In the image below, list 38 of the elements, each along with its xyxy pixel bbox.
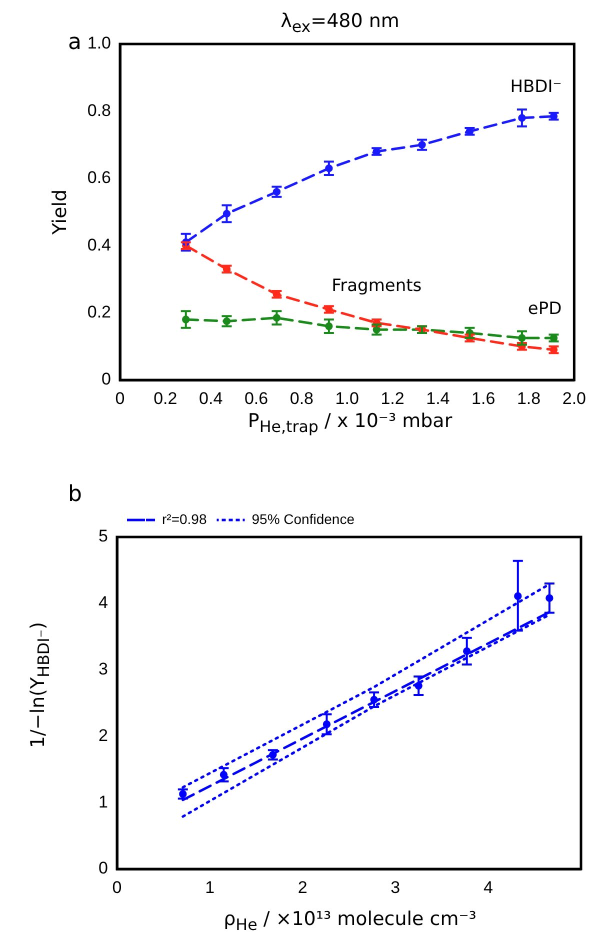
x-tick-label: 0 — [115, 388, 125, 408]
x-tick-label: 1.4 — [426, 388, 450, 408]
x-axis-title: ρ$_{He}$ / ×10¹³ molecule cm⁻³ — [224, 908, 476, 932]
y-tick-label: 0 — [102, 370, 111, 389]
x-tick-label: 0.8 — [290, 388, 314, 408]
x-tick-label: 2 — [298, 878, 308, 897]
x-tick-label: 4 — [483, 878, 493, 897]
y-tick-label: 1.0 — [87, 34, 111, 53]
x-tick-label: 1.6 — [472, 388, 496, 408]
text: b — [68, 482, 82, 507]
y-tick-label: 0.6 — [87, 168, 111, 188]
y-tick-label: 4 — [98, 593, 108, 612]
x-tick-label: 0.6 — [244, 388, 268, 408]
y-axis-title: Yield — [49, 189, 71, 235]
y-tick-label: 2 — [98, 726, 108, 745]
y-tick-label: 0 — [98, 858, 108, 878]
legend-label: 95% Confidence — [252, 510, 355, 527]
series-label: ePD — [528, 298, 562, 319]
series-label: HBDI⁻ — [510, 77, 562, 98]
x-tick-label: 1.8 — [516, 388, 541, 408]
x-tick-label: 1.0 — [335, 388, 359, 408]
y-tick-label: 0.2 — [87, 302, 111, 322]
x-tick-label: 3 — [390, 878, 400, 897]
y-tick-label: 0.8 — [87, 100, 111, 120]
y-tick-label: 1 — [98, 792, 108, 812]
series-label: Fragments — [332, 276, 422, 296]
x-tick-label: 0.2 — [154, 388, 178, 408]
y-tick-label: 0.4 — [87, 235, 111, 254]
y-tick-label: 5 — [98, 526, 108, 546]
x-tick-label: 1 — [205, 878, 215, 897]
x-tick-label: 1.2 — [380, 388, 404, 408]
text: a — [68, 30, 82, 55]
x-axis-title: P$_{He,trap}$ / x 10⁻³ mbar — [248, 410, 452, 436]
x-tick-label: 0.4 — [199, 388, 223, 408]
x-tick-label: 2.0 — [562, 388, 586, 408]
y-tick-label: 3 — [98, 659, 108, 678]
legend-label: r²=0.98 — [162, 510, 207, 527]
chart-title: λ$_{ex}$=480 nm — [280, 10, 400, 36]
